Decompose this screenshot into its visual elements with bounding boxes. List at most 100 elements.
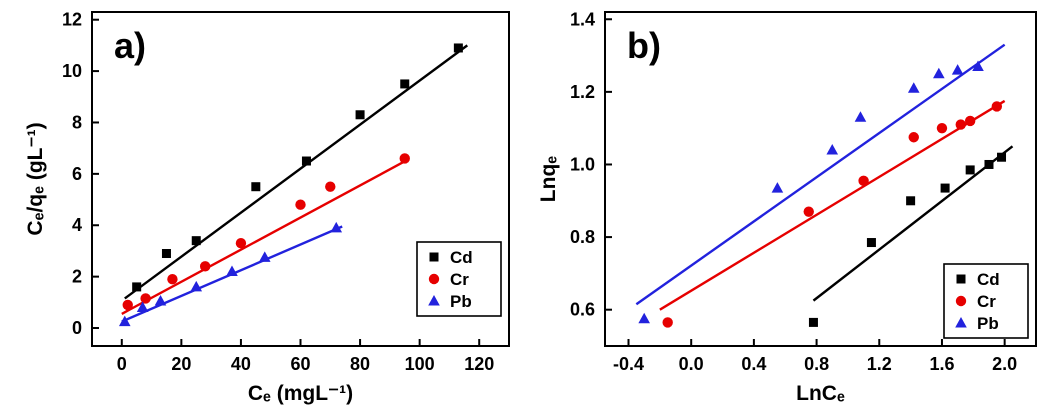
data-point-pb [258, 251, 271, 262]
data-point-pb [118, 315, 131, 327]
data-point-cr [167, 274, 178, 285]
data-point-cd [866, 238, 876, 248]
panel-label: a) [114, 25, 146, 66]
data-point-cr [858, 175, 869, 187]
x-tick-label: 2.0 [992, 354, 1017, 374]
y-tick-label: 2 [72, 267, 82, 287]
data-point-pb [907, 82, 920, 93]
legend-label-cr: Cr [977, 292, 996, 311]
y-tick-label: 6 [72, 164, 82, 184]
legend-label-pb: Pb [977, 314, 999, 333]
data-point-pb [136, 301, 149, 312]
data-point-pb [933, 67, 945, 79]
y-tick-label: 0.8 [570, 227, 595, 247]
x-tick-label: 0.8 [804, 354, 829, 374]
plot-background [0, 0, 531, 418]
x-axis-label: Cₑ (mgL⁻¹) [248, 382, 353, 405]
data-point-cd [132, 282, 142, 292]
data-point-cr [399, 153, 410, 164]
x-tick-label: 120 [464, 354, 494, 374]
y-axis-label: Cₑ/qₑ (gL⁻¹) [24, 122, 47, 235]
data-point-pb [826, 143, 839, 155]
x-tick-label: 20 [171, 354, 191, 374]
y-tick-label: 4 [72, 215, 82, 235]
legend-label-cd: Cd [977, 270, 1000, 289]
x-tick-label: 0.4 [741, 354, 766, 374]
panel-b: -0.4 0.0 0.4 0.8 1.2 1.6 2.0 0.6 0.8 1.0 1.2 1.4 LnC… [531, 0, 1062, 418]
data-point-cr [662, 317, 673, 328]
data-point-cd [161, 249, 171, 259]
data-point-cd [965, 165, 975, 175]
data-point-pb [972, 60, 984, 71]
fit-line-cd [812, 145, 1014, 302]
chart-a-svg: 0 20 40 60 80 100 120 0 2 4 6 8 10 12 Cₑ (mgL⁻¹) Cₑ/qₑ … [0, 0, 531, 418]
legend: Cd Cr Pb [416, 241, 502, 317]
legend-marker-cd [956, 274, 966, 284]
data-point-cd [301, 156, 311, 166]
y-tick-label: 1.0 [570, 154, 595, 174]
data-point-pb [330, 221, 343, 233]
data-point-pb [154, 295, 167, 306]
plot-background [531, 0, 1062, 418]
data-point-pb [951, 64, 964, 75]
data-point-cd [940, 183, 950, 193]
data-point-cd [453, 43, 463, 53]
legend-marker-cd [429, 252, 439, 262]
data-point-cr [235, 238, 247, 249]
data-point-cr [295, 199, 306, 210]
data-point-cd [191, 236, 201, 246]
y-tick-label: 0.6 [570, 300, 595, 320]
y-tick-label: 12 [62, 10, 82, 30]
legend-marker-pb [428, 295, 440, 306]
data-point-pb [638, 312, 650, 324]
y-axis-label: Lnqₑ [537, 156, 560, 202]
data-point-cr [140, 293, 151, 304]
fit-line-pb [635, 43, 1006, 306]
x-tick-label: 100 [405, 354, 435, 374]
data-point-cd [906, 196, 916, 206]
legend-marker-cr [428, 273, 440, 285]
data-point-cd [251, 182, 261, 192]
data-point-cd [997, 152, 1007, 162]
data-point-cr [122, 299, 133, 311]
legend-marker-pb [955, 317, 967, 328]
data-point-cr [908, 132, 919, 143]
panel-label: b) [627, 25, 661, 66]
data-point-cr [991, 101, 1003, 112]
y-tick-label: 1.4 [570, 9, 595, 29]
x-tick-label: 80 [350, 354, 370, 374]
data-point-cr [955, 119, 966, 130]
panel-a: 0 20 40 60 80 100 120 0 2 4 6 8 10 12 Cₑ (mgL⁻¹) Cₑ/qₑ … [0, 0, 531, 418]
data-point-cr [199, 261, 211, 272]
fit-line-cd [124, 44, 469, 300]
legend-marker-cr [955, 295, 967, 307]
data-point-cd [808, 317, 818, 327]
legend-label-cd: Cd [450, 248, 473, 267]
y-tick-label: 0 [72, 318, 82, 338]
data-point-cr [803, 206, 814, 217]
y-tick-label: 1.2 [570, 82, 595, 102]
x-axis-label: LnCₑ [796, 382, 845, 405]
y-tick-label: 10 [62, 61, 82, 81]
chart-b-svg: -0.4 0.0 0.4 0.8 1.2 1.6 2.0 0.6 0.8 1.0 1.2 1.4 LnC… [531, 0, 1062, 418]
data-point-cr [964, 115, 976, 127]
legend-label-pb: Pb [450, 292, 472, 311]
x-tick-label: 40 [231, 354, 251, 374]
x-tick-label: 1.2 [867, 354, 892, 374]
x-tick-label: 0.0 [679, 354, 704, 374]
data-point-cd [984, 159, 994, 169]
axes-frame [604, 11, 1037, 347]
x-tick-label: 60 [290, 354, 310, 374]
data-point-pb [771, 182, 784, 193]
legend: Cd Cr Pb [943, 263, 1029, 339]
data-point-pb [854, 111, 867, 122]
data-point-cd [355, 110, 365, 120]
data-point-cr [936, 122, 948, 134]
data-point-cd [400, 79, 410, 89]
x-tick-label: 0 [117, 354, 127, 374]
fit-line-cr [121, 158, 409, 315]
x-tick-label: -0.4 [613, 354, 644, 374]
fit-line-cr [659, 99, 1006, 311]
data-point-pb [190, 280, 203, 292]
